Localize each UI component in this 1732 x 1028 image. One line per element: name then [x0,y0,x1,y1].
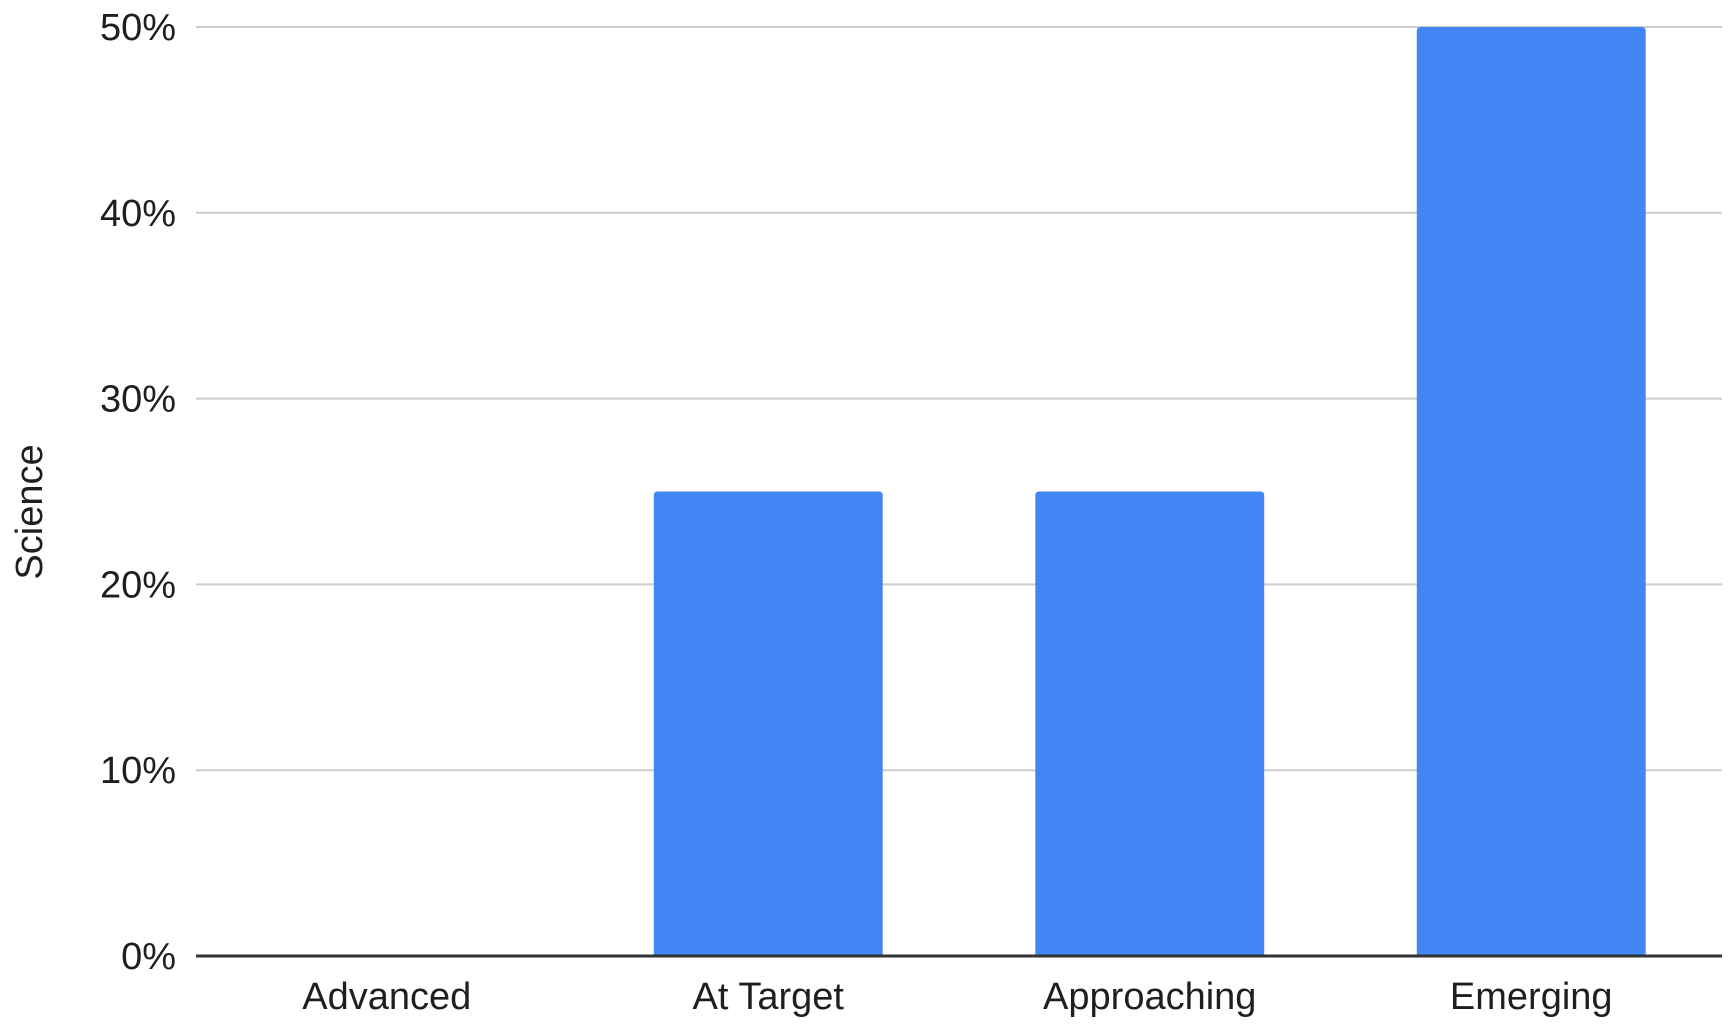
y-tick-label: 50% [100,7,176,49]
x-tick-label: Advanced [302,976,471,1018]
y-tick-label: 30% [100,379,176,421]
bars [653,27,1646,956]
y-tick-label: 20% [100,564,176,606]
x-tick-label: Approaching [1043,976,1256,1018]
axes: 0% 10% 20% 30% 40% 50% Advanced At Target Approa… [100,7,1722,1018]
bar [1035,491,1265,956]
bar [1416,27,1646,956]
y-tick-label: 0% [121,936,176,978]
y-tick-label: 40% [100,193,176,235]
x-tick-label: At Target [693,976,845,1018]
y-tick-label: 10% [100,750,176,792]
x-tick-label: Emerging [1450,976,1613,1018]
y-axis-title: Science [9,444,51,579]
bar [653,491,883,956]
